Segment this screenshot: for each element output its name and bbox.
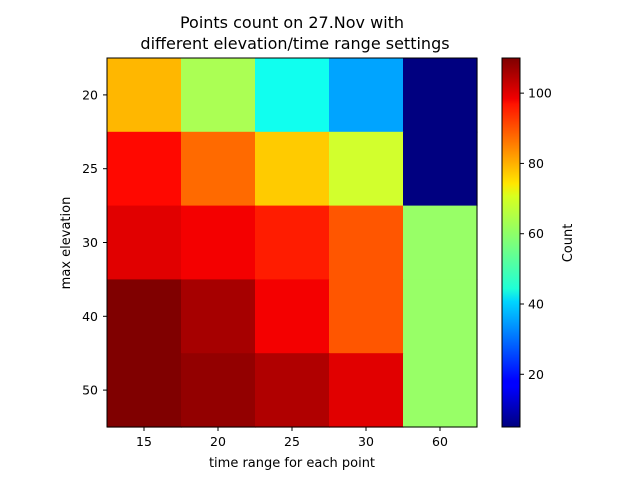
heatmap-cell xyxy=(329,353,404,428)
heatmap-cell xyxy=(107,58,182,133)
chart-title-line-1: Points count on 27.Nov with xyxy=(180,13,404,32)
x-tick-label: 60 xyxy=(432,434,448,449)
x-tick-label: 15 xyxy=(136,434,152,449)
heatmap-cell xyxy=(107,353,182,428)
y-tick-label: 20 xyxy=(82,87,98,102)
heatmap-cell xyxy=(181,353,256,428)
heatmap-cell xyxy=(255,279,330,354)
heatmap-cell xyxy=(329,279,404,354)
heatmap-cell xyxy=(107,279,182,354)
heatmap-cell xyxy=(403,279,478,354)
heatmap-cell xyxy=(181,131,256,207)
x-tick-label: 30 xyxy=(358,434,374,449)
y-tick-label: 50 xyxy=(82,383,98,398)
heatmap-cell xyxy=(403,131,478,207)
chart-title-line-2: different elevation/time range settings xyxy=(140,34,449,53)
colorbar-tick-label: 20 xyxy=(528,367,544,382)
y-axis-label: max elevation xyxy=(59,197,74,290)
colorbar-tick-label: 80 xyxy=(528,156,544,171)
heatmap-cells xyxy=(107,58,478,428)
heatmap-cell xyxy=(329,131,404,207)
heatmap-cell xyxy=(181,205,256,280)
x-tick-label: 25 xyxy=(284,434,300,449)
heatmap-cell xyxy=(255,353,330,428)
x-tick-label: 20 xyxy=(210,434,226,449)
heatmap-cell xyxy=(255,205,330,280)
heatmap-cell xyxy=(255,58,330,133)
y-axis-ticks: 20 25 30 40 50 xyxy=(82,87,107,398)
colorbar-tick-label: 100 xyxy=(528,86,552,101)
x-axis-label: time range for each point xyxy=(209,456,375,471)
heatmap-cell xyxy=(181,58,256,133)
heatmap-cell xyxy=(403,58,478,133)
heatmap-cell xyxy=(255,131,330,207)
colorbar-label: Count xyxy=(561,224,576,263)
y-tick-label: 40 xyxy=(82,309,98,324)
heatmap-cell xyxy=(181,279,256,354)
heatmap-cell xyxy=(403,205,478,280)
heatmap-cell xyxy=(107,131,182,207)
x-axis-ticks: 15 20 25 30 60 xyxy=(136,427,448,449)
heatmap-cell xyxy=(329,58,404,133)
heatmap-cell xyxy=(107,205,182,280)
y-tick-label: 30 xyxy=(82,235,98,250)
colorbar-ticks: 20 40 60 80 100 xyxy=(520,86,552,382)
heatmap-cell xyxy=(403,353,478,428)
colorbar-tick-label: 40 xyxy=(528,297,544,312)
heatmap-cell xyxy=(329,205,404,280)
colorbar xyxy=(501,57,521,428)
y-tick-label: 25 xyxy=(82,161,98,176)
colorbar-tick-label: 60 xyxy=(528,226,544,241)
